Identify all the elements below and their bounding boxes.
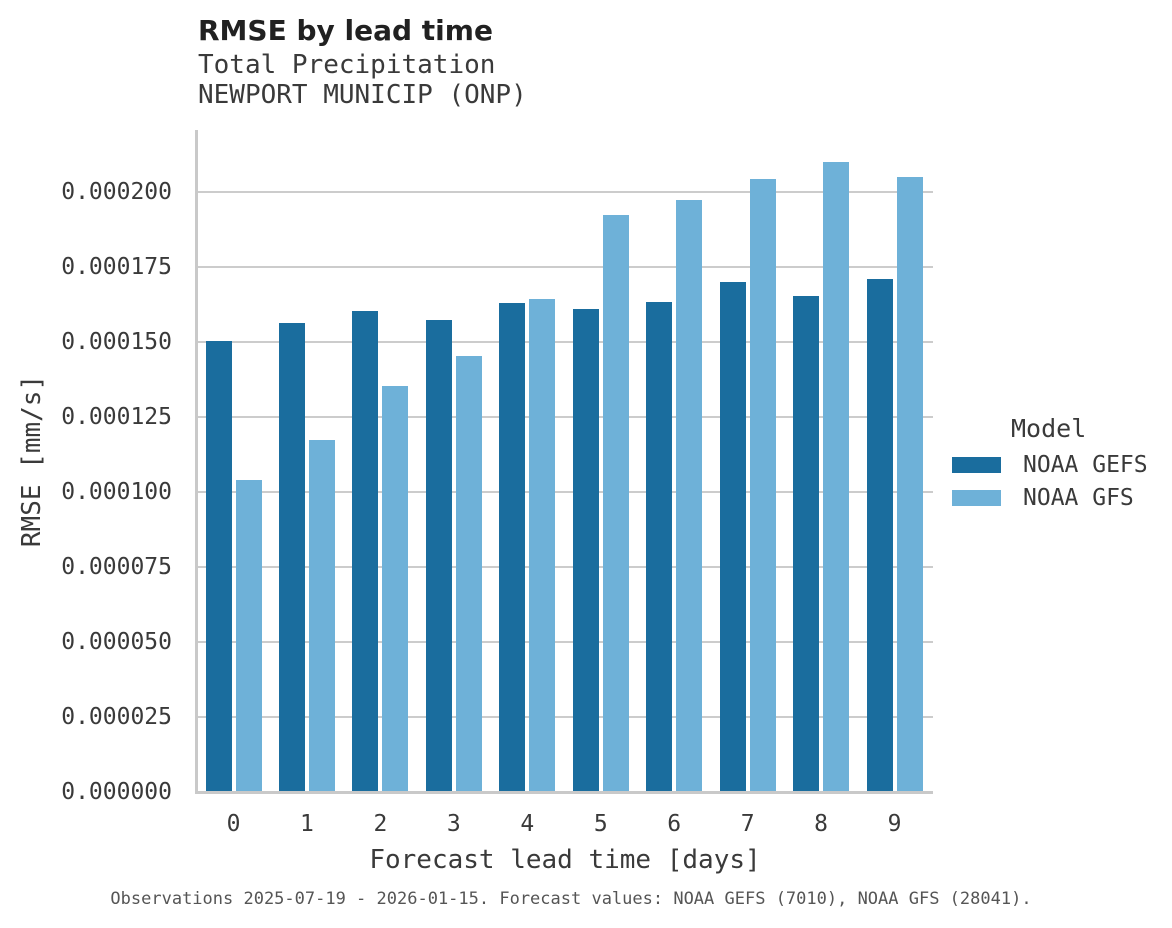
x-tick-label-0: 0 bbox=[226, 811, 241, 837]
x-axis-title: Forecast lead time [days] bbox=[369, 845, 761, 875]
bar-noaa-gfs-lead-5 bbox=[602, 214, 629, 792]
gridline-0.000175 bbox=[198, 266, 933, 268]
bar-noaa-gefs-lead-5 bbox=[572, 309, 599, 792]
bar-noaa-gefs-lead-3 bbox=[425, 319, 452, 792]
y-axis-title: RMSE [mm/s] bbox=[17, 374, 47, 548]
x-tick-label-7: 7 bbox=[740, 811, 755, 837]
legend-label-noaa-gefs: NOAA GEFS bbox=[1023, 452, 1148, 478]
bar-noaa-gefs-lead-4 bbox=[499, 303, 526, 792]
x-tick-label-1: 1 bbox=[300, 811, 314, 837]
plot-area bbox=[198, 130, 933, 792]
bar-noaa-gfs-lead-1 bbox=[308, 439, 335, 792]
y-axis-spine bbox=[195, 130, 198, 794]
bar-noaa-gfs-lead-8 bbox=[823, 162, 850, 792]
x-tick-label-9: 9 bbox=[887, 811, 902, 837]
legend-swatch-noaa-gefs bbox=[952, 457, 1001, 473]
bar-noaa-gefs-lead-8 bbox=[793, 295, 820, 792]
y-tick-label-0.000025: 0.000025 bbox=[61, 704, 172, 730]
bar-noaa-gfs-lead-4 bbox=[529, 298, 556, 792]
x-tick-label-3: 3 bbox=[446, 811, 461, 837]
bar-noaa-gefs-lead-9 bbox=[866, 279, 893, 792]
x-tick-label-4: 4 bbox=[520, 811, 535, 837]
gridline-0.000150 bbox=[198, 341, 933, 343]
bar-noaa-gefs-lead-6 bbox=[646, 301, 673, 792]
x-tick-label-8: 8 bbox=[814, 811, 829, 837]
bar-noaa-gfs-lead-2 bbox=[382, 385, 409, 792]
legend-entry-noaa-gefs: NOAA GEFS bbox=[952, 452, 1148, 478]
bar-noaa-gefs-lead-1 bbox=[278, 322, 305, 792]
y-tick-label-0.000200: 0.000200 bbox=[61, 179, 172, 205]
chart-subtitle-station: NEWPORT MUNICIP (ONP) bbox=[198, 80, 527, 110]
bar-noaa-gefs-lead-7 bbox=[719, 282, 746, 792]
y-tick-label-0.000125: 0.000125 bbox=[61, 404, 172, 430]
y-tick-label-0.000100: 0.000100 bbox=[61, 479, 172, 505]
chart-subtitle-variable: Total Precipitation bbox=[198, 50, 496, 80]
x-tick-label-5: 5 bbox=[593, 811, 608, 837]
gridline-0.000200 bbox=[198, 191, 933, 193]
gridline-0.000125 bbox=[198, 416, 933, 418]
bar-noaa-gfs-lead-7 bbox=[749, 178, 776, 792]
gridline-0.000050 bbox=[198, 641, 933, 643]
x-tick-label-6: 6 bbox=[667, 811, 682, 837]
chart-title: RMSE by lead time bbox=[198, 14, 493, 47]
y-axis-tick-labels: 0.000000 0.000025 0.000050 0.000075 0.000100… bbox=[0, 130, 172, 810]
x-axis-tick-labels: 0 1 2 3 4 5 6 7 8 9 bbox=[198, 810, 933, 840]
y-tick-label-0.000050: 0.000050 bbox=[61, 629, 172, 655]
legend-title: Model bbox=[1011, 414, 1087, 443]
gridline-0.000100 bbox=[198, 491, 933, 493]
legend-entry-noaa-gfs: NOAA GFS bbox=[952, 485, 1134, 511]
y-tick-label-0.000150: 0.000150 bbox=[61, 329, 172, 355]
bar-noaa-gfs-lead-9 bbox=[896, 177, 923, 792]
gridline-0.000075 bbox=[198, 566, 933, 568]
bar-noaa-gfs-lead-6 bbox=[676, 199, 703, 792]
bar-noaa-gefs-lead-0 bbox=[205, 340, 232, 792]
bar-noaa-gfs-lead-0 bbox=[235, 480, 262, 792]
legend-swatch-noaa-gfs bbox=[952, 490, 1001, 506]
chart-caption: Observations 2025-07-19 - 2026-01-15. Fo… bbox=[110, 889, 1032, 909]
bar-noaa-gfs-lead-3 bbox=[455, 355, 482, 792]
legend-label-noaa-gfs: NOAA GFS bbox=[1023, 485, 1134, 511]
gridline-0.000025 bbox=[198, 716, 933, 718]
y-tick-label-0.000175: 0.000175 bbox=[61, 254, 172, 280]
y-tick-label-0.000075: 0.000075 bbox=[61, 554, 172, 580]
x-axis-line bbox=[195, 791, 933, 794]
x-tick-label-2: 2 bbox=[373, 811, 388, 837]
y-tick-label-0.000000: 0.000000 bbox=[61, 779, 172, 805]
bar-noaa-gefs-lead-2 bbox=[352, 310, 379, 792]
